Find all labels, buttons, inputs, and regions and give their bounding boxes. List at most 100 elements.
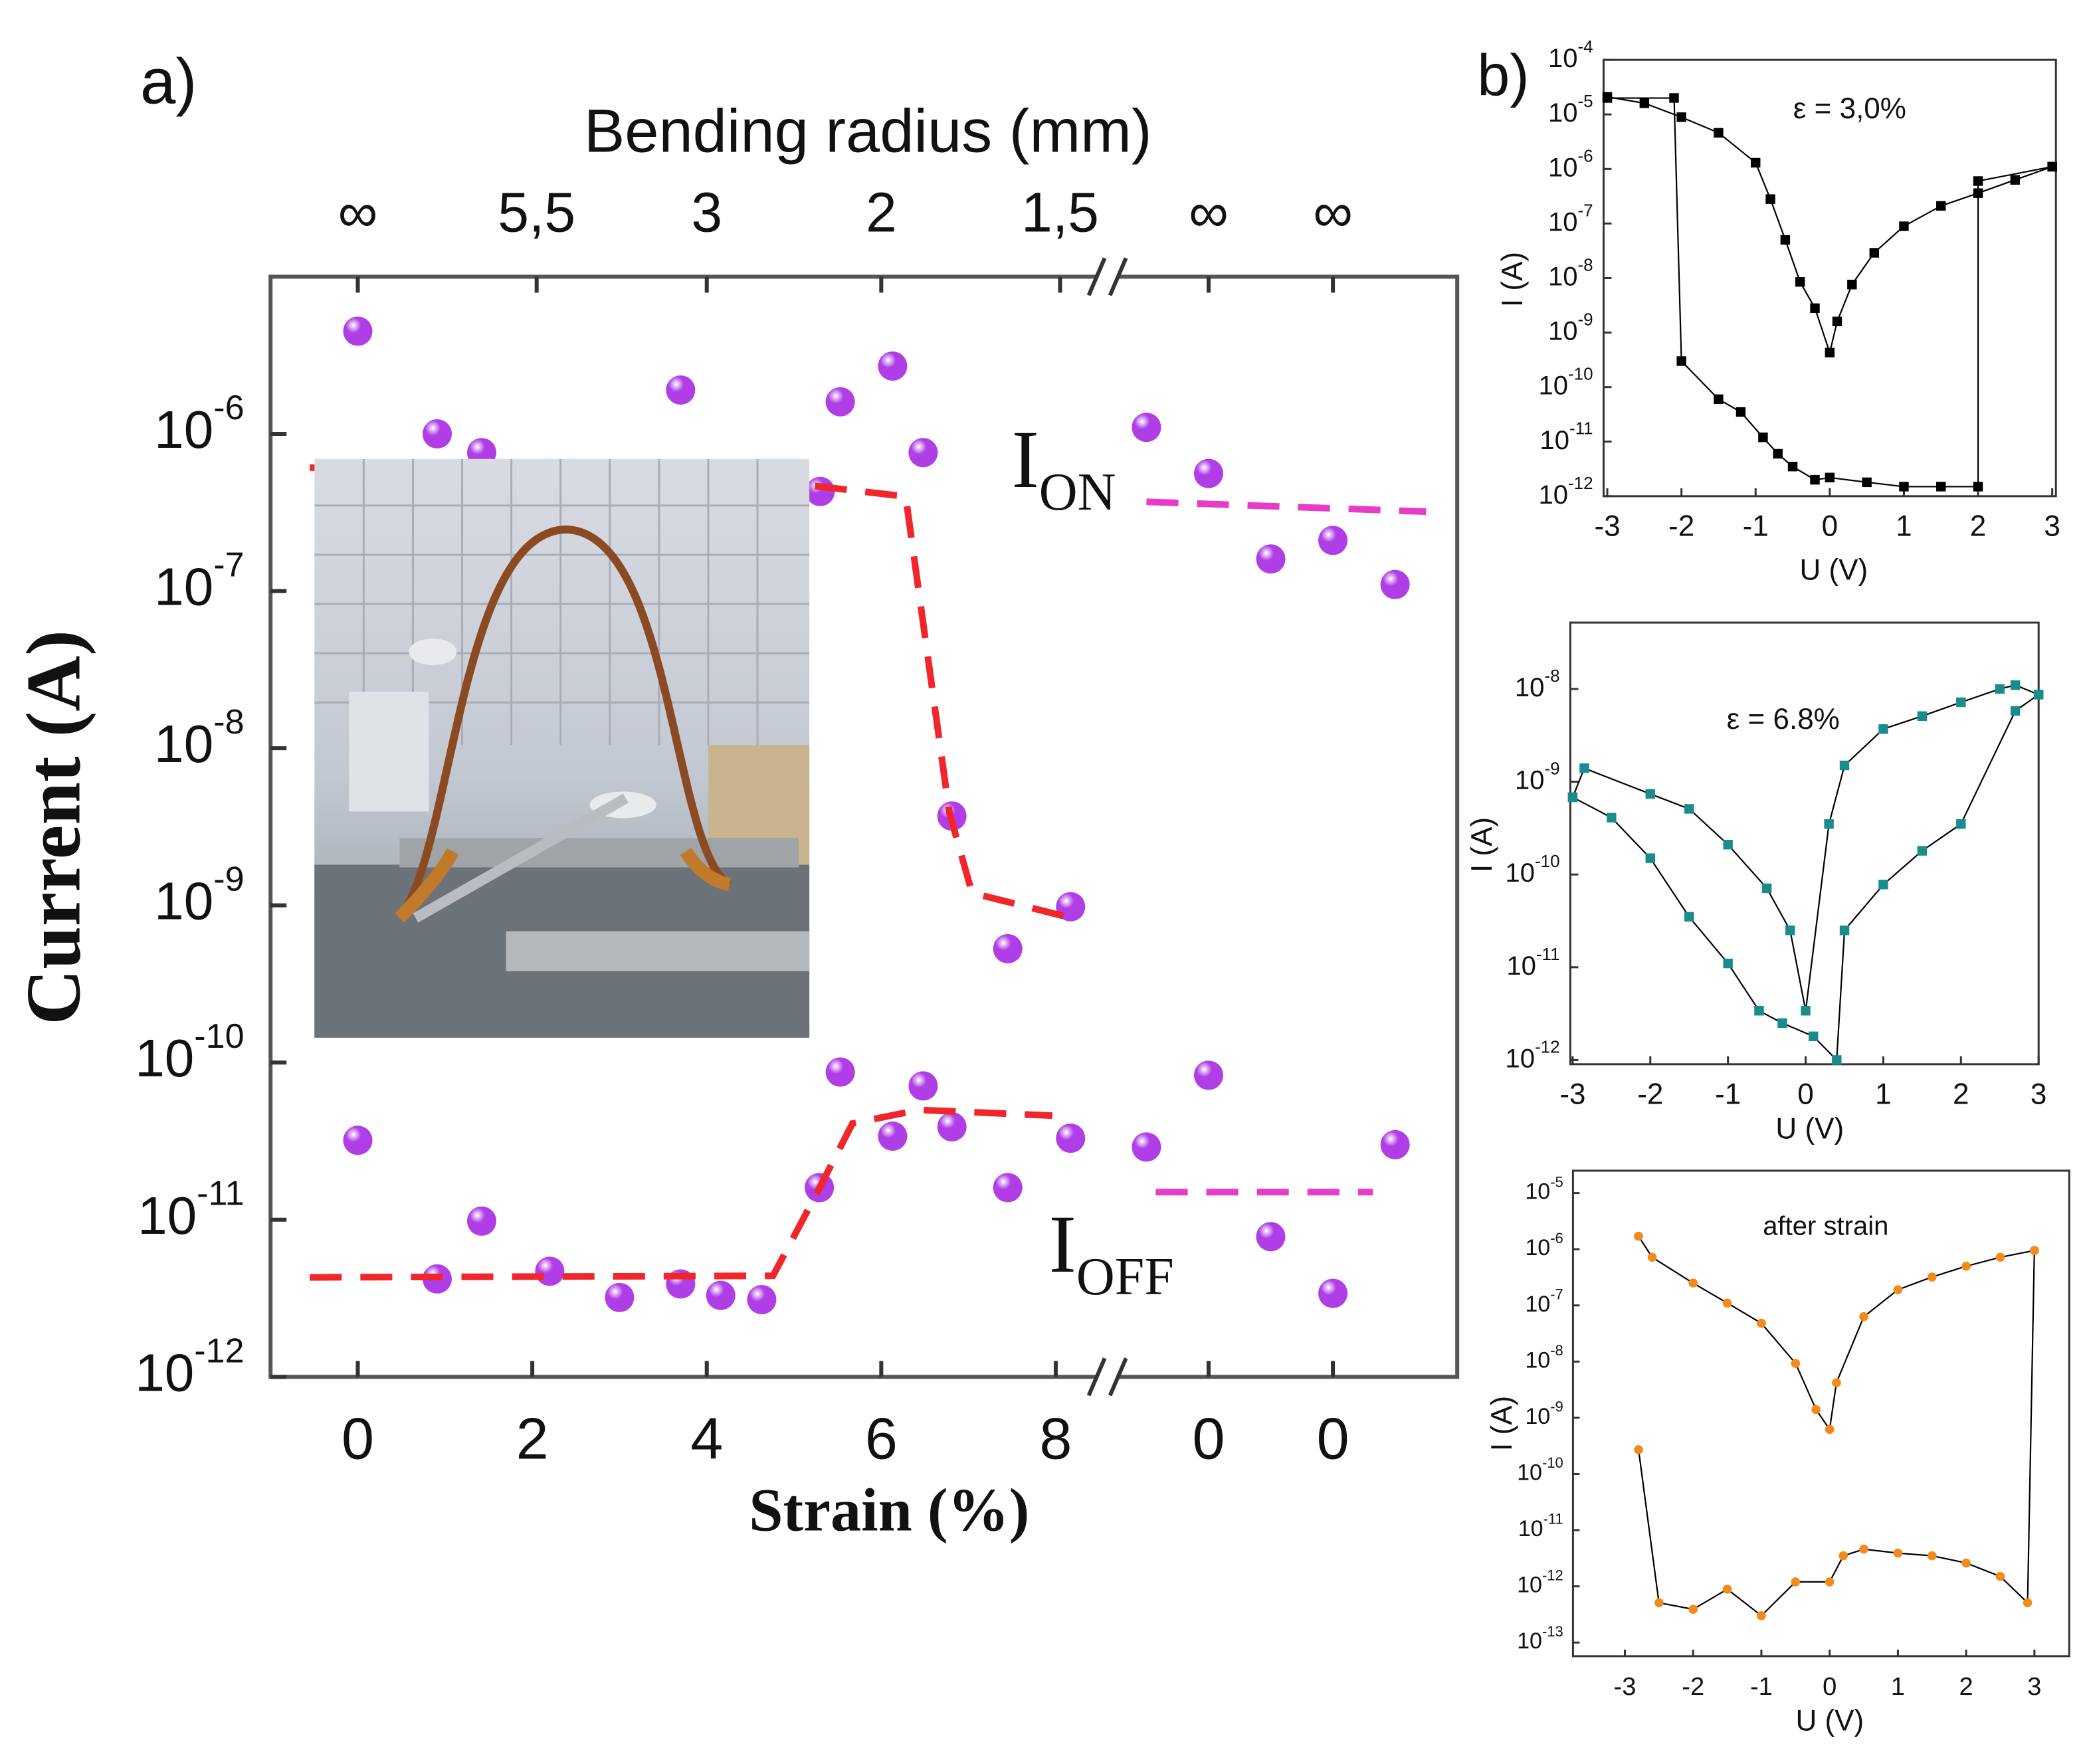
y-tick-exponent: -6: [1550, 1230, 1563, 1246]
y-tick-label: 10-11: [1506, 944, 1559, 981]
y-tick-exponent: -7: [1550, 1286, 1563, 1302]
data-point: [1917, 846, 1928, 856]
data-point: [2033, 690, 2044, 700]
data-point: [1714, 394, 1724, 405]
iv-curve: [1638, 1250, 2035, 1617]
x-tick-label: 2: [1959, 1673, 1973, 1701]
data-point: [2023, 1598, 2033, 1608]
y-tick-base: 10: [135, 1028, 194, 1088]
data-point: [993, 1173, 1023, 1203]
y-tick-exponent: -11: [1569, 419, 1593, 439]
data-point: [1647, 1252, 1657, 1262]
y-tick-exponent: -12: [1568, 473, 1593, 493]
y-tick-base: 10: [1538, 371, 1568, 400]
y-tick-label: 10-4: [1548, 37, 1593, 73]
data-point: [1751, 157, 1761, 168]
data-point: [1132, 1132, 1161, 1162]
y-tick-label: 10-8: [1525, 1342, 1563, 1373]
y-axis-title: Current (A): [11, 630, 96, 1025]
data-point: [1973, 176, 1983, 186]
y-tick-exponent: -8: [1577, 254, 1593, 274]
data-point: [343, 1126, 373, 1155]
data-point: [1318, 526, 1348, 555]
y-tick-base: 10: [1505, 858, 1535, 888]
data-point: [1669, 93, 1679, 103]
y-tick-exponent: -9: [1577, 309, 1593, 329]
y-axis-title: I (A): [1486, 1396, 1518, 1451]
top-tick-label: 1,5: [1021, 181, 1099, 244]
axis-break: [1108, 1357, 1128, 1397]
y-tick-base: 10: [1548, 262, 1578, 291]
data-point: [1639, 98, 1650, 108]
y-tick-exponent: -9: [1550, 1398, 1563, 1415]
y-tick-exponent: -13: [1542, 1623, 1563, 1640]
x2-tick-label: 0: [1192, 1406, 1225, 1472]
data-point: [1645, 853, 1655, 863]
x-tick-label: -2: [1668, 510, 1694, 543]
data-point: [1961, 1261, 1971, 1271]
y-tick-base: 10: [138, 1185, 197, 1245]
data-point: [1927, 1551, 1937, 1561]
data-point: [1899, 221, 1909, 231]
data-point: [2010, 706, 2021, 716]
y-tick-base: 10: [154, 871, 213, 931]
data-point: [2047, 161, 2057, 172]
y-tick-base: 10: [1538, 480, 1568, 509]
y-tick-exponent: -9: [213, 860, 244, 898]
data-point: [1859, 1544, 1868, 1554]
y-tick-exponent: -11: [1536, 944, 1560, 964]
data-point: [1785, 926, 1795, 935]
data-point: [1736, 407, 1746, 417]
x-tick-label: 4: [690, 1406, 723, 1472]
x-tick-label: 0: [1822, 510, 1839, 543]
data-point: [1607, 813, 1617, 823]
data-point: [1810, 474, 1820, 485]
data-point: [1676, 356, 1686, 366]
y-tick-label: 10-12: [1505, 1036, 1559, 1073]
iv-curve: [1571, 684, 2039, 1011]
data-point: [1961, 1558, 1971, 1568]
y-tick-base: 10: [1548, 207, 1578, 237]
data-point: [1723, 840, 1733, 850]
y-tick-base: 10: [1517, 1573, 1542, 1598]
y-tick-base: 10: [1548, 316, 1578, 345]
data-point: [878, 351, 908, 381]
y-tick-label: 10-9: [1515, 758, 1560, 795]
data-point: [1927, 1272, 1937, 1282]
x-tick-label: -3: [1559, 1078, 1585, 1111]
data-point: [1995, 1252, 2005, 1262]
x-tick-label: 1: [1875, 1078, 1892, 1111]
y-tick-base: 10: [154, 399, 213, 459]
data-point: [1132, 413, 1161, 442]
y-tick-label: 10-12: [1538, 473, 1593, 510]
data-point: [1839, 760, 1850, 771]
y-tick-exponent: -6: [213, 389, 244, 427]
data-point: [466, 1206, 496, 1236]
y-tick-base: 10: [154, 557, 213, 617]
data-point: [747, 1285, 777, 1315]
y-tick-base: 10: [1548, 44, 1578, 73]
y-tick-label: 10-5: [1525, 1173, 1563, 1204]
data-point: [1634, 1445, 1643, 1454]
axis-break: [1086, 257, 1107, 296]
data-point: [666, 375, 696, 405]
y-tick-exponent: -12: [1542, 1567, 1563, 1583]
data-point: [1936, 482, 1946, 492]
data-point: [2010, 175, 2021, 185]
panel-label: b): [1477, 42, 1529, 108]
y-tick-exponent: -6: [1577, 146, 1593, 165]
top-tick-label: ∞: [338, 181, 378, 244]
y-tick-label: 10-12: [1517, 1567, 1563, 1597]
data-point: [2010, 680, 2021, 690]
y-tick-label: 10-9: [154, 860, 244, 930]
y-tick-exponent: -8: [1544, 666, 1559, 686]
data-point: [1832, 316, 1842, 327]
data-point: [1567, 792, 1578, 803]
data-point: [1780, 235, 1791, 245]
x-tick-label: -2: [1682, 1673, 1704, 1701]
annotation: ION: [1011, 413, 1116, 522]
data-point: [1839, 926, 1850, 935]
top-tick-label: ∞: [1189, 181, 1229, 244]
data-point: [605, 1282, 635, 1312]
